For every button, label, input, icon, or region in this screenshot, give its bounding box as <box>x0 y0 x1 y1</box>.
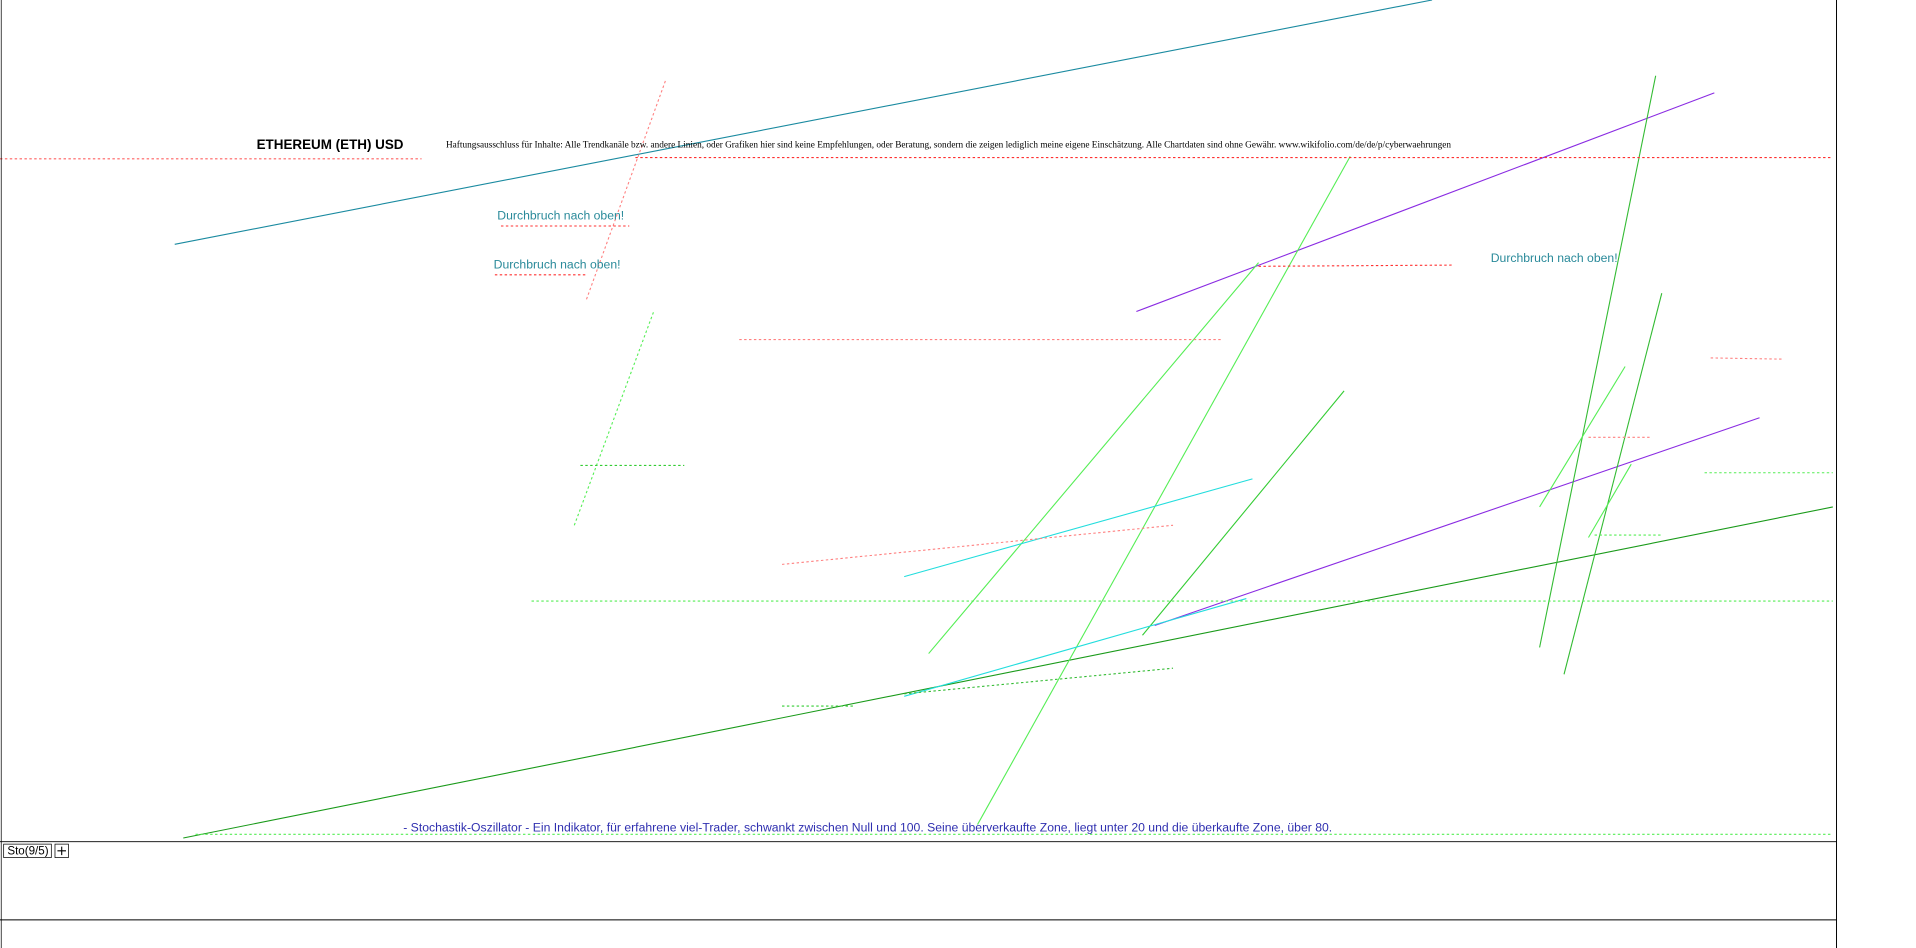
chart-title: ETHEREUM (ETH) USD <box>257 137 404 152</box>
trend-line <box>1142 390 1345 636</box>
trend-line <box>1136 92 1715 313</box>
trend-line <box>573 311 655 526</box>
trend-line <box>781 524 1174 565</box>
indicator-title: Sto(9/5) <box>7 845 48 858</box>
trend-line <box>904 667 1174 695</box>
trend-line <box>1587 463 1632 538</box>
trend-lines <box>0 0 1833 839</box>
labels: ETHEREUM (ETH) USD Haftungsausschluss fü… <box>3 137 1618 858</box>
trend-line <box>174 0 1433 245</box>
trend-line <box>1154 417 1760 626</box>
trend-line <box>1539 75 1657 648</box>
trend-line <box>904 478 1253 578</box>
trend-line <box>977 156 1351 825</box>
trend-line <box>183 506 1833 839</box>
annotation: Durchbruch nach oben! <box>497 208 624 222</box>
trend-line <box>904 598 1247 697</box>
indicator-box <box>3 843 52 858</box>
trend-line <box>1563 293 1663 675</box>
annotation: - Stochastik-Oszillator - Ein Indikator,… <box>403 820 1332 834</box>
plus-icon <box>57 846 66 856</box>
disclaimer: Haftungsausschluss für Inhalte: Alle Tre… <box>446 140 1451 150</box>
level-line <box>1258 264 1455 267</box>
trend-line <box>1539 366 1626 508</box>
annotation: Durchbruch nach oben! <box>1491 251 1618 265</box>
annotation: Durchbruch nach oben! <box>494 257 621 271</box>
trend-line <box>928 262 1259 654</box>
